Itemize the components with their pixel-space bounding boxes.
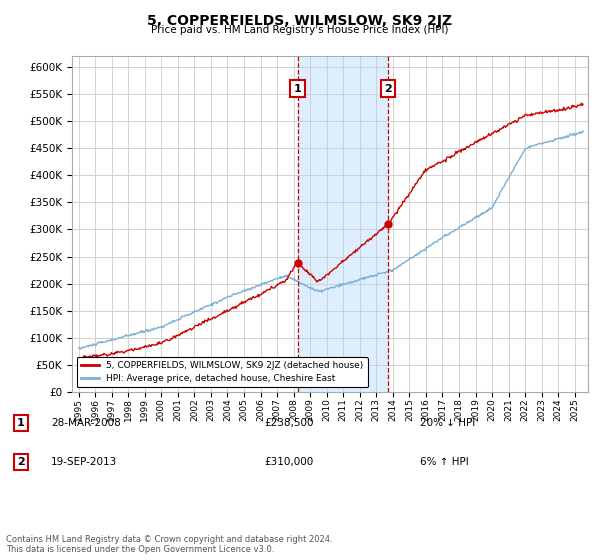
Text: 1: 1	[294, 83, 301, 94]
Text: Contains HM Land Registry data © Crown copyright and database right 2024.
This d: Contains HM Land Registry data © Crown c…	[6, 535, 332, 554]
Text: 20% ↓ HPI: 20% ↓ HPI	[420, 418, 475, 428]
Text: 6% ↑ HPI: 6% ↑ HPI	[420, 457, 469, 467]
Text: 5, COPPERFIELDS, WILMSLOW, SK9 2JZ: 5, COPPERFIELDS, WILMSLOW, SK9 2JZ	[148, 14, 452, 28]
Text: 28-MAR-2008: 28-MAR-2008	[51, 418, 121, 428]
Text: 2: 2	[17, 457, 25, 467]
Bar	[298, 56, 388, 392]
Text: £310,000: £310,000	[264, 457, 313, 467]
Text: 19-SEP-2013: 19-SEP-2013	[51, 457, 117, 467]
Text: Price paid vs. HM Land Registry's House Price Index (HPI): Price paid vs. HM Land Registry's House …	[151, 25, 449, 35]
Text: 2: 2	[385, 83, 392, 94]
Legend: 5, COPPERFIELDS, WILMSLOW, SK9 2JZ (detached house), HPI: Average price, detache: 5, COPPERFIELDS, WILMSLOW, SK9 2JZ (deta…	[77, 357, 368, 388]
Text: 1: 1	[17, 418, 25, 428]
Text: £238,500: £238,500	[264, 418, 314, 428]
